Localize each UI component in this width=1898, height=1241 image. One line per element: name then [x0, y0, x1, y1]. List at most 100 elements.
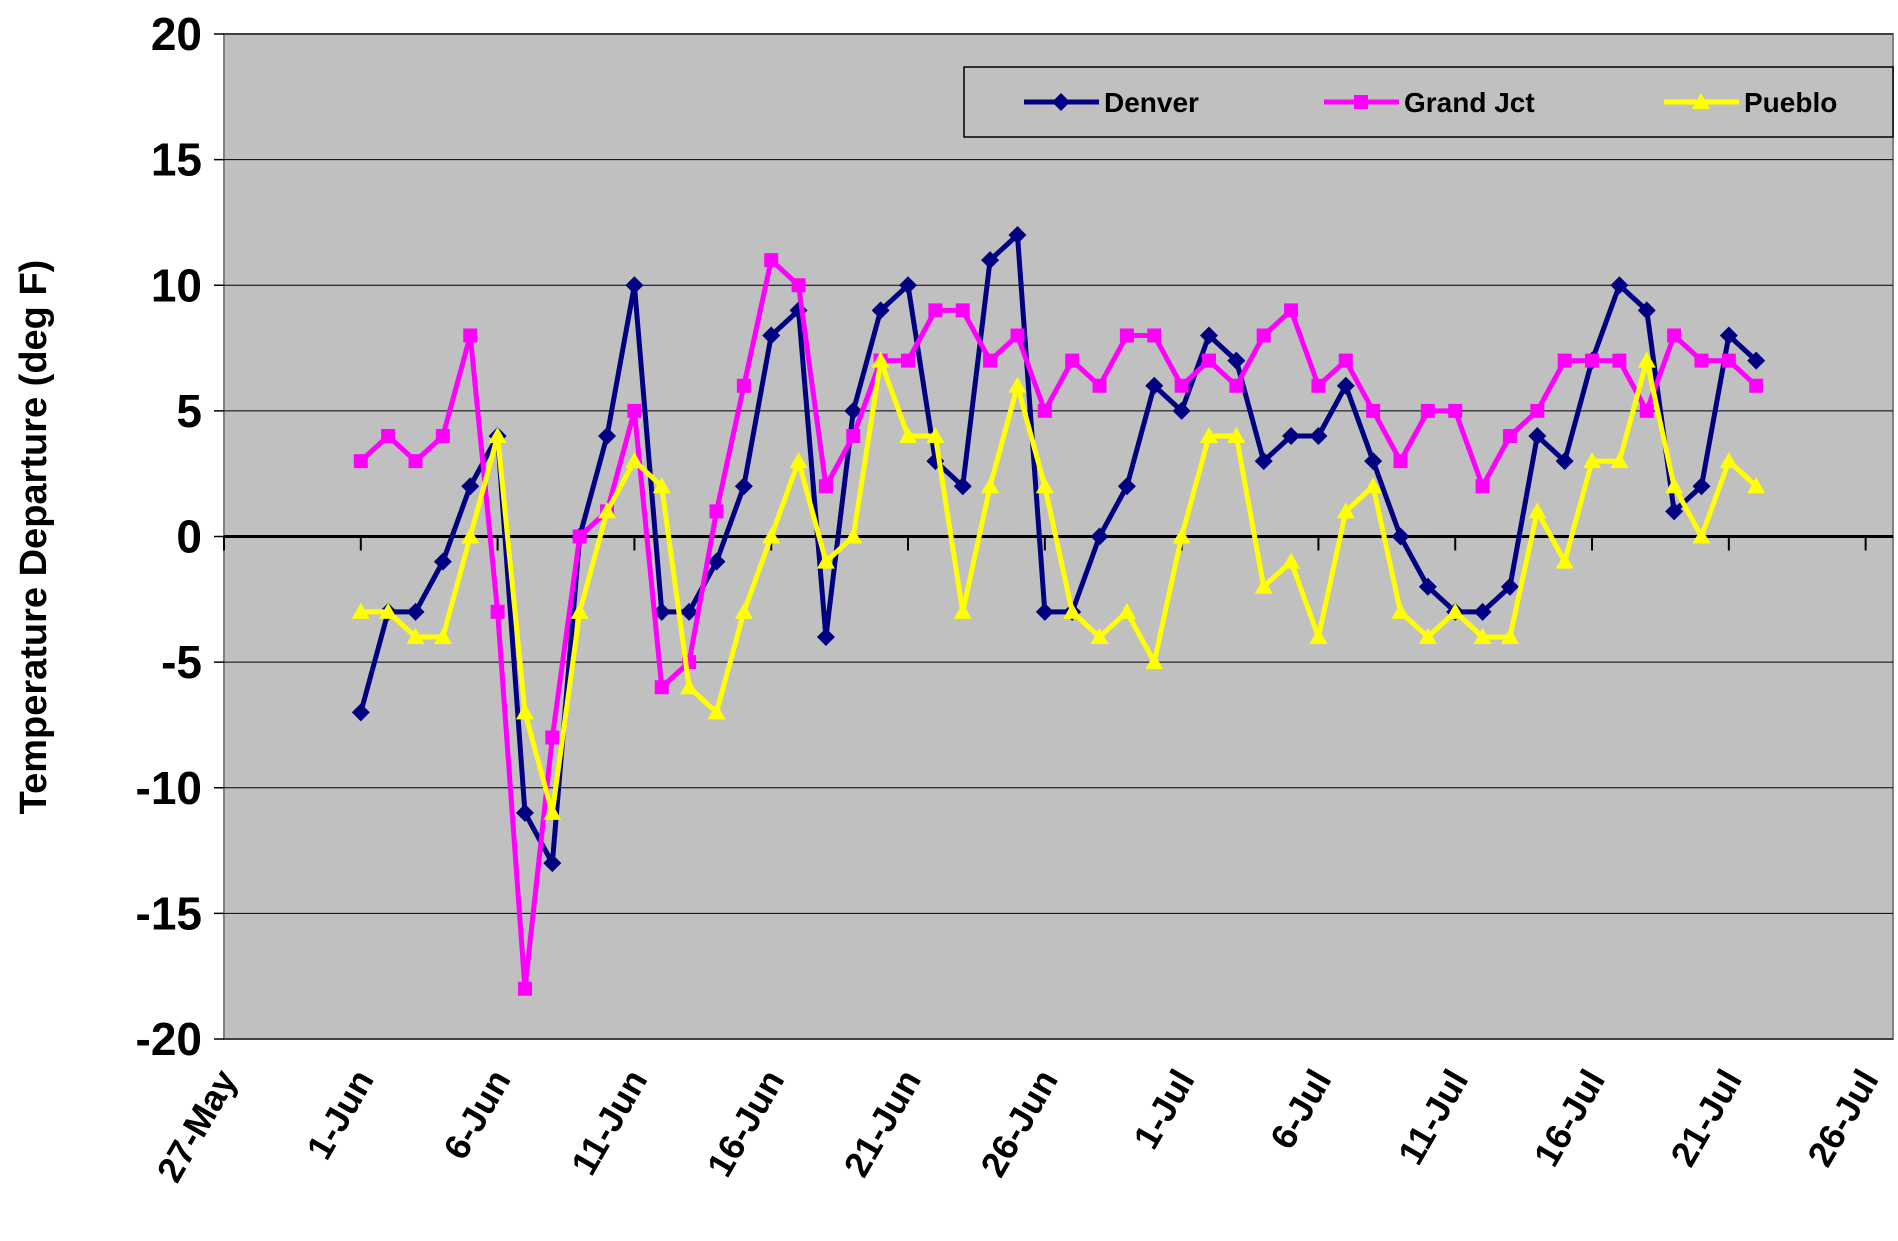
- marker: [791, 278, 806, 293]
- marker: [1035, 602, 1054, 621]
- marker: [408, 454, 423, 469]
- marker: [1749, 378, 1764, 393]
- marker: [1639, 403, 1654, 418]
- marker: [1254, 452, 1273, 471]
- marker: [381, 429, 396, 443]
- marker: [1147, 328, 1162, 343]
- marker: [1420, 403, 1435, 418]
- legend-label: Denver: [1104, 87, 1199, 118]
- marker: [406, 628, 425, 644]
- marker: [1528, 502, 1547, 519]
- marker: [488, 427, 507, 443]
- marker: [1473, 628, 1492, 644]
- marker: [1052, 93, 1070, 111]
- marker: [1719, 452, 1738, 469]
- marker: [1448, 403, 1463, 418]
- marker: [1391, 602, 1410, 619]
- y-tick-label: 20: [151, 8, 202, 60]
- marker: [1665, 502, 1684, 521]
- marker: [1037, 403, 1052, 418]
- marker: [1555, 452, 1574, 471]
- marker: [680, 678, 699, 695]
- marker: [1227, 351, 1246, 370]
- marker: [1528, 427, 1547, 445]
- marker: [1610, 276, 1629, 295]
- marker: [1117, 477, 1136, 496]
- marker: [709, 504, 724, 519]
- x-tick-label: 1-Jun: [298, 1063, 382, 1167]
- marker: [818, 479, 833, 494]
- marker: [652, 602, 671, 621]
- marker: [734, 602, 753, 619]
- y-tick-label: -15: [136, 887, 202, 939]
- marker: [1418, 628, 1437, 644]
- marker: [1475, 479, 1490, 494]
- marker: [1500, 577, 1519, 596]
- marker: [461, 527, 480, 544]
- marker: [1282, 427, 1301, 445]
- marker: [1502, 429, 1517, 443]
- marker: [1199, 326, 1218, 345]
- marker: [734, 477, 753, 496]
- marker: [627, 403, 642, 418]
- marker: [1393, 454, 1408, 469]
- marker: [1719, 326, 1738, 345]
- marker: [1174, 378, 1189, 393]
- marker: [1364, 477, 1383, 494]
- marker: [844, 527, 863, 544]
- series-line: [358, 232, 1758, 866]
- y-axis-label: Temperature Departure (deg F): [13, 260, 55, 815]
- marker: [1008, 226, 1027, 244]
- marker: [1354, 95, 1368, 109]
- series-line: [360, 358, 1758, 816]
- x-tick-label: 6-Jul: [1262, 1063, 1340, 1156]
- marker: [1694, 353, 1709, 368]
- marker: [570, 602, 589, 619]
- marker: [1201, 353, 1216, 368]
- marker: [1721, 353, 1736, 368]
- y-tick-label: -20: [136, 1013, 202, 1065]
- x-tick-label: 26-Jun: [972, 1063, 1066, 1184]
- marker: [1199, 427, 1218, 443]
- marker: [1256, 328, 1271, 343]
- marker: [1530, 403, 1545, 418]
- marker: [955, 303, 970, 318]
- marker: [1282, 552, 1301, 569]
- marker: [433, 628, 452, 644]
- marker: [981, 477, 1000, 494]
- marker: [1366, 403, 1381, 418]
- marker: [1254, 577, 1273, 594]
- x-tick-label: 26-Jul: [1799, 1063, 1887, 1174]
- marker: [1637, 351, 1656, 368]
- marker: [1145, 376, 1164, 395]
- marker: [1555, 552, 1574, 569]
- marker: [707, 552, 726, 571]
- marker: [899, 276, 918, 295]
- marker: [1500, 628, 1519, 644]
- marker: [1418, 577, 1437, 596]
- x-tick-label: 11-Jul: [1390, 1063, 1477, 1172]
- x-tick-label: 21-Jun: [835, 1063, 929, 1184]
- marker: [1092, 378, 1107, 393]
- marker: [1391, 527, 1410, 546]
- marker: [1637, 301, 1656, 320]
- marker: [1227, 427, 1246, 443]
- marker: [1063, 602, 1082, 619]
- marker: [1557, 353, 1572, 368]
- y-tick-label: 5: [176, 385, 202, 437]
- marker: [983, 353, 998, 368]
- marker: [625, 276, 644, 295]
- marker: [351, 703, 370, 722]
- marker: [351, 602, 370, 619]
- marker: [1692, 93, 1710, 109]
- marker: [572, 529, 587, 544]
- marker: [1336, 502, 1355, 519]
- marker: [1172, 527, 1191, 544]
- marker: [762, 527, 781, 544]
- marker: [953, 477, 972, 496]
- marker: [928, 303, 943, 318]
- marker: [490, 604, 505, 619]
- marker: [545, 730, 560, 745]
- marker: [680, 602, 699, 621]
